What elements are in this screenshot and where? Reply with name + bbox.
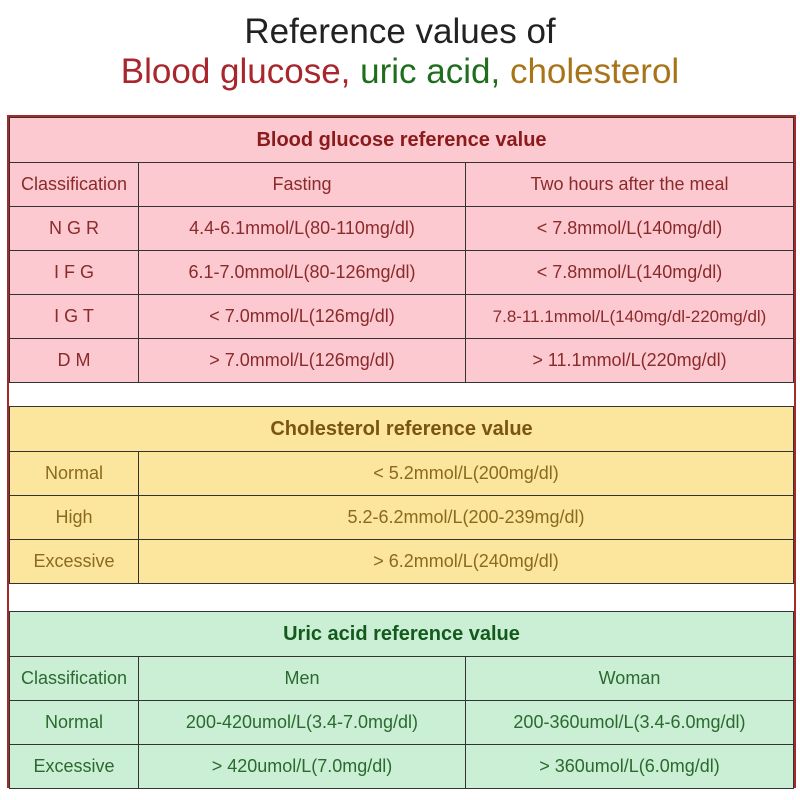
glucose-header: Blood glucose reference value — [9, 117, 794, 163]
column-header: Fasting — [138, 162, 466, 207]
cell: High — [9, 495, 139, 540]
cell: 7.8-11.1mmol/L(140mg/dl-220mg/dl) — [465, 294, 794, 339]
cell: > 7.0mmol/L(126mg/dl) — [138, 338, 466, 383]
column-header: Two hours after the meal — [465, 162, 794, 207]
table-row: High 5.2-6.2mmol/L(200-239mg/dl) — [9, 495, 794, 540]
table-row: I F G 6.1-7.0mmol/L(80-126mg/dl) < 7.8mmol… — [9, 250, 794, 295]
cholesterol-section: Cholesterol reference value Normal < 5.2m… — [9, 406, 794, 584]
cell: < 7.0mmol/L(126mg/dl) — [138, 294, 466, 339]
cell: 200-420umol/L(3.4-7.0mg/dl) — [138, 700, 466, 745]
cholesterol-header: Cholesterol reference value — [9, 406, 794, 452]
column-header: Classification — [9, 656, 139, 701]
table-row: Excessive > 420umol/L(7.0mg/dl) > 360umol/… — [9, 744, 794, 789]
spacer — [9, 382, 794, 407]
reference-table: Blood glucose reference value Classifica… — [9, 117, 794, 789]
glucose-section: Blood glucose reference value Classifica… — [9, 117, 794, 407]
spacer — [465, 583, 794, 612]
table-row: I G T < 7.0mmol/L(126mg/dl) 7.8-11.1mmol/L… — [9, 294, 794, 339]
uric-column-headers: Classification Men Woman — [9, 656, 794, 701]
column-header: Classification — [9, 162, 139, 207]
table-row: D M > 7.0mmol/L(126mg/dl) > 11.1mmol/L(220… — [9, 338, 794, 383]
reference-table-frame: Blood glucose reference value Classifica… — [7, 115, 796, 789]
uric-section: Uric acid reference value Classification… — [9, 611, 794, 789]
cell: 200-360umol/L(3.4-6.0mg/dl) — [465, 700, 794, 745]
title-uric-acid: uric acid, — [360, 52, 501, 91]
table-row: Excessive > 6.2mmol/L(240mg/dl) — [9, 539, 794, 584]
cell: > 11.1mmol/L(220mg/dl) — [465, 338, 794, 383]
cell: 4.4-6.1mmol/L(80-110mg/dl) — [138, 206, 466, 251]
table-row: Normal 200-420umol/L(3.4-7.0mg/dl) 200-360… — [9, 700, 794, 745]
cell: > 360umol/L(6.0mg/dl) — [465, 744, 794, 789]
title-blood-glucose: Blood glucose, — [120, 52, 351, 91]
title-line-2: Blood glucose, uric acid, cholesterol — [0, 52, 800, 92]
spacer — [138, 583, 466, 612]
cell: D M — [9, 338, 139, 383]
cell: Normal — [9, 451, 139, 496]
glucose-column-headers: Classification Fasting Two hours after the… — [9, 162, 794, 207]
cell: > 420umol/L(7.0mg/dl) — [138, 744, 466, 789]
spacer — [9, 583, 139, 612]
cell: Normal — [9, 700, 139, 745]
title-cholesterol: cholesterol — [509, 52, 680, 91]
cell: Excessive — [9, 539, 139, 584]
cell: N G R — [9, 206, 139, 251]
spacer-row — [9, 382, 794, 407]
uric-header: Uric acid reference value — [9, 611, 794, 657]
cell: < 7.8mmol/L(140mg/dl) — [465, 206, 794, 251]
cell: < 5.2mmol/L(200mg/dl) — [138, 451, 794, 496]
table-row: Normal < 5.2mmol/L(200mg/dl) — [9, 451, 794, 496]
cell: < 7.8mmol/L(140mg/dl) — [465, 250, 794, 295]
cell: 6.1-7.0mmol/L(80-126mg/dl) — [138, 250, 466, 295]
title-line-1: Reference values of — [244, 12, 556, 51]
spacer-section — [9, 583, 794, 612]
cell: I F G — [9, 250, 139, 295]
cell: Excessive — [9, 744, 139, 789]
cell: 5.2-6.2mmol/L(200-239mg/dl) — [138, 495, 794, 540]
column-header: Woman — [465, 656, 794, 701]
column-header: Men — [138, 656, 466, 701]
cell: I G T — [9, 294, 139, 339]
cell: > 6.2mmol/L(240mg/dl) — [138, 539, 794, 584]
table-row: N G R 4.4-6.1mmol/L(80-110mg/dl) < 7.8mmol… — [9, 206, 794, 251]
